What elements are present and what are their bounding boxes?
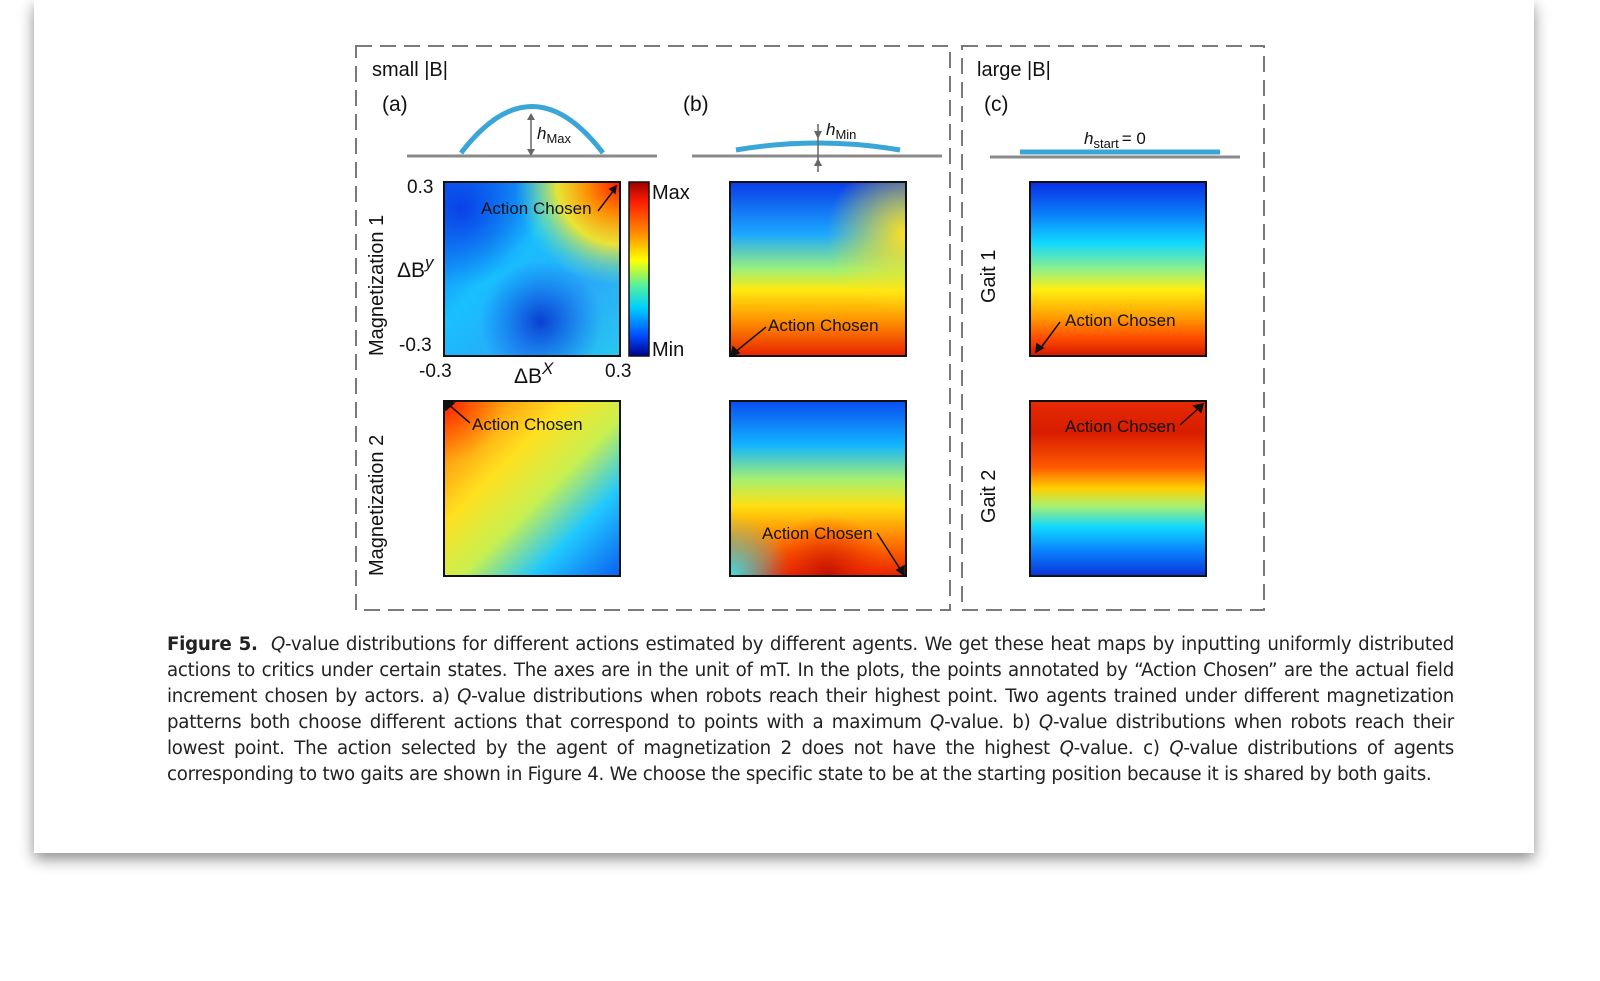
heatmap-c1 <box>1029 181 1207 357</box>
y-tick-top: 0.3 <box>407 177 433 198</box>
y-axis-label: ΔBy <box>397 253 435 282</box>
row-label-mag2: Magnetization 2 <box>366 435 388 576</box>
heatmap-a2 <box>443 400 621 577</box>
colorbar-min-label: Min <box>652 339 684 361</box>
h-min-label: hMin <box>826 120 856 142</box>
panel-right-title: large |B| <box>977 59 1051 81</box>
y-tick-bottom: -0.3 <box>399 335 432 356</box>
annotation-c1: Action Chosen <box>1065 311 1176 330</box>
panel-large-b-border <box>961 45 1265 611</box>
row-label-mag1: Magnetization 1 <box>366 215 388 356</box>
label-c: (c) <box>984 93 1009 116</box>
panel-left-title: small |B| <box>372 59 448 81</box>
h-start-label: hstart = 0 <box>1084 129 1146 151</box>
x-axis-label: ΔBX <box>514 359 554 388</box>
label-a: (a) <box>382 93 408 116</box>
heatmap-b1 <box>729 181 907 357</box>
annotation-a2: Action Chosen <box>472 415 583 434</box>
heatmap-a1 <box>443 181 621 357</box>
x-tick-right: 0.3 <box>605 361 631 382</box>
row-label-gait2: Gait 2 <box>978 470 1000 523</box>
annotation-c2: Action Chosen <box>1065 417 1176 436</box>
panel-small-b-border <box>355 45 951 611</box>
heatmap-b2 <box>729 400 907 577</box>
robot-arch-a <box>459 104 605 155</box>
h-max-label: hMax <box>537 124 572 146</box>
annotation-b2: Action Chosen <box>762 524 873 543</box>
annotation-b1: Action Chosen <box>768 316 879 335</box>
label-b: (b) <box>683 93 709 116</box>
heatmap-c2 <box>1029 400 1207 577</box>
figure-5: small |B| large |B| (a) (b) (c) hMax hMi… <box>355 45 1265 611</box>
x-tick-left: -0.3 <box>419 361 452 382</box>
colorbar-max-label: Max <box>652 182 690 204</box>
figure-caption: Figure 5. Q-value distributions for diff… <box>167 634 1455 785</box>
row-label-gait1: Gait 1 <box>978 250 1000 303</box>
caption-label: Figure 5. <box>167 634 258 655</box>
annotation-a1: Action Chosen <box>481 199 592 218</box>
colorbar: Max Min <box>628 181 690 361</box>
